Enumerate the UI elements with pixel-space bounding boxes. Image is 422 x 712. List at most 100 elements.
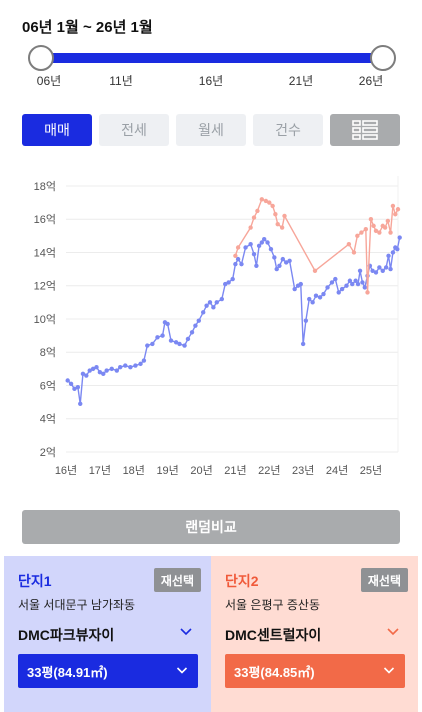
data-point (268, 246, 274, 252)
data-point (360, 280, 365, 285)
data-point (310, 300, 315, 305)
data-point (282, 213, 287, 219)
series-line-1 (67, 237, 401, 404)
chevron-down-icon[interactable] (179, 627, 193, 637)
data-point (383, 265, 389, 270)
data-point (339, 286, 345, 292)
data-point (80, 371, 86, 377)
data-point (207, 300, 213, 305)
data-point (150, 341, 155, 347)
tab-monthly-rent[interactable]: 월세 (176, 114, 246, 146)
data-point (333, 276, 338, 282)
data-point (177, 341, 182, 347)
complex-1-size-value: 33평(84.91㎡) (27, 664, 108, 680)
data-point (355, 233, 360, 239)
slider-tick-label: 21년 (288, 74, 314, 88)
data-point (138, 361, 143, 367)
data-point (114, 368, 120, 373)
list-view-button[interactable] (330, 114, 400, 146)
slider-tick-label: 11년 (109, 74, 133, 88)
data-point (133, 363, 138, 368)
data-point (68, 381, 74, 387)
data-point (393, 212, 398, 217)
data-point (72, 386, 77, 392)
x-tick-label: 17년 (89, 464, 111, 477)
y-tick-label: 14억 (34, 246, 56, 259)
data-point (382, 225, 388, 230)
x-tick-label: 18년 (123, 464, 145, 477)
data-point (272, 255, 277, 260)
tab-jeonse[interactable]: 전세 (99, 114, 169, 146)
complex-2-reselect-button[interactable]: 재선택 (360, 568, 408, 592)
data-point (75, 384, 81, 390)
data-point (365, 290, 370, 295)
data-point (155, 335, 160, 340)
data-point (385, 218, 391, 224)
data-point (160, 333, 165, 338)
random-compare-button[interactable]: 랜덤비교 (22, 510, 400, 544)
data-point (321, 291, 326, 297)
tab-count[interactable]: 건수 (253, 114, 323, 146)
data-point (368, 217, 374, 222)
data-point (275, 222, 280, 227)
x-tick-label: 20년 (190, 464, 212, 477)
data-point (211, 305, 216, 310)
data-point (235, 256, 241, 262)
price-chart: 2억 4억 6억 8억 10억 12억 14억 16억 18억 16년 17년 18년 19년 20년 21… (0, 168, 422, 490)
data-point (307, 296, 312, 302)
data-point (270, 203, 275, 209)
data-point (329, 280, 335, 285)
x-tick-label: 24년 (326, 464, 348, 477)
chevron-down-icon[interactable] (386, 627, 400, 637)
slider-end-handle[interactable] (370, 45, 396, 71)
data-point (243, 245, 248, 250)
tab-sale[interactable]: 매매 (22, 114, 92, 146)
data-point (377, 265, 382, 270)
data-point (267, 200, 272, 205)
data-point (189, 330, 195, 335)
data-point (277, 263, 282, 268)
data-point (325, 285, 330, 290)
data-point (373, 228, 379, 234)
data-point (251, 215, 257, 220)
complex-1-size-select[interactable]: 33평(84.91㎡) (18, 654, 198, 688)
data-point (255, 208, 260, 214)
data-point (204, 303, 209, 308)
data-point (386, 253, 391, 259)
data-point (362, 285, 367, 290)
complex-1-apt-name[interactable]: DMC파크뷰자이 (18, 627, 115, 643)
data-point (377, 230, 382, 235)
data-point (201, 310, 206, 315)
data-point (214, 300, 219, 305)
y-tick-label: 10억 (34, 313, 56, 326)
data-point (317, 295, 323, 300)
data-point (390, 203, 396, 209)
data-point (168, 338, 174, 343)
data-point (87, 368, 92, 373)
data-point (373, 270, 379, 275)
complex-2-panel: 단지2 재선택 서울 은평구 증산동 DMC센트럴자이 33평(84.85㎡) (211, 556, 418, 712)
data-point (256, 243, 262, 249)
period-range-slider[interactable]: 06년 11년 16년 21년 26년 (0, 42, 422, 92)
data-point (390, 250, 396, 255)
data-point (395, 246, 400, 252)
complex-2-size-select[interactable]: 33평(84.85㎡) (225, 654, 405, 688)
data-point (265, 240, 270, 245)
data-point (351, 250, 357, 255)
data-point (109, 366, 114, 372)
complex-1-reselect-button[interactable]: 재선택 (153, 568, 201, 592)
data-point (274, 266, 279, 272)
deal-type-tabs: 매매 전세 월세 건수 (22, 114, 400, 146)
data-point (233, 253, 238, 259)
data-point (287, 258, 292, 263)
y-tick-label: 16억 (34, 213, 56, 226)
y-tick-label: 18억 (34, 180, 56, 193)
complex-2-apt-name[interactable]: DMC센트럴자이 (225, 627, 322, 643)
data-point (196, 318, 201, 323)
slider-start-handle[interactable] (28, 45, 54, 71)
data-point (298, 281, 303, 287)
slider-selected-track[interactable] (40, 53, 384, 63)
y-tick-label: 8억 (40, 346, 56, 359)
data-point (251, 251, 257, 257)
data-point (239, 261, 244, 267)
